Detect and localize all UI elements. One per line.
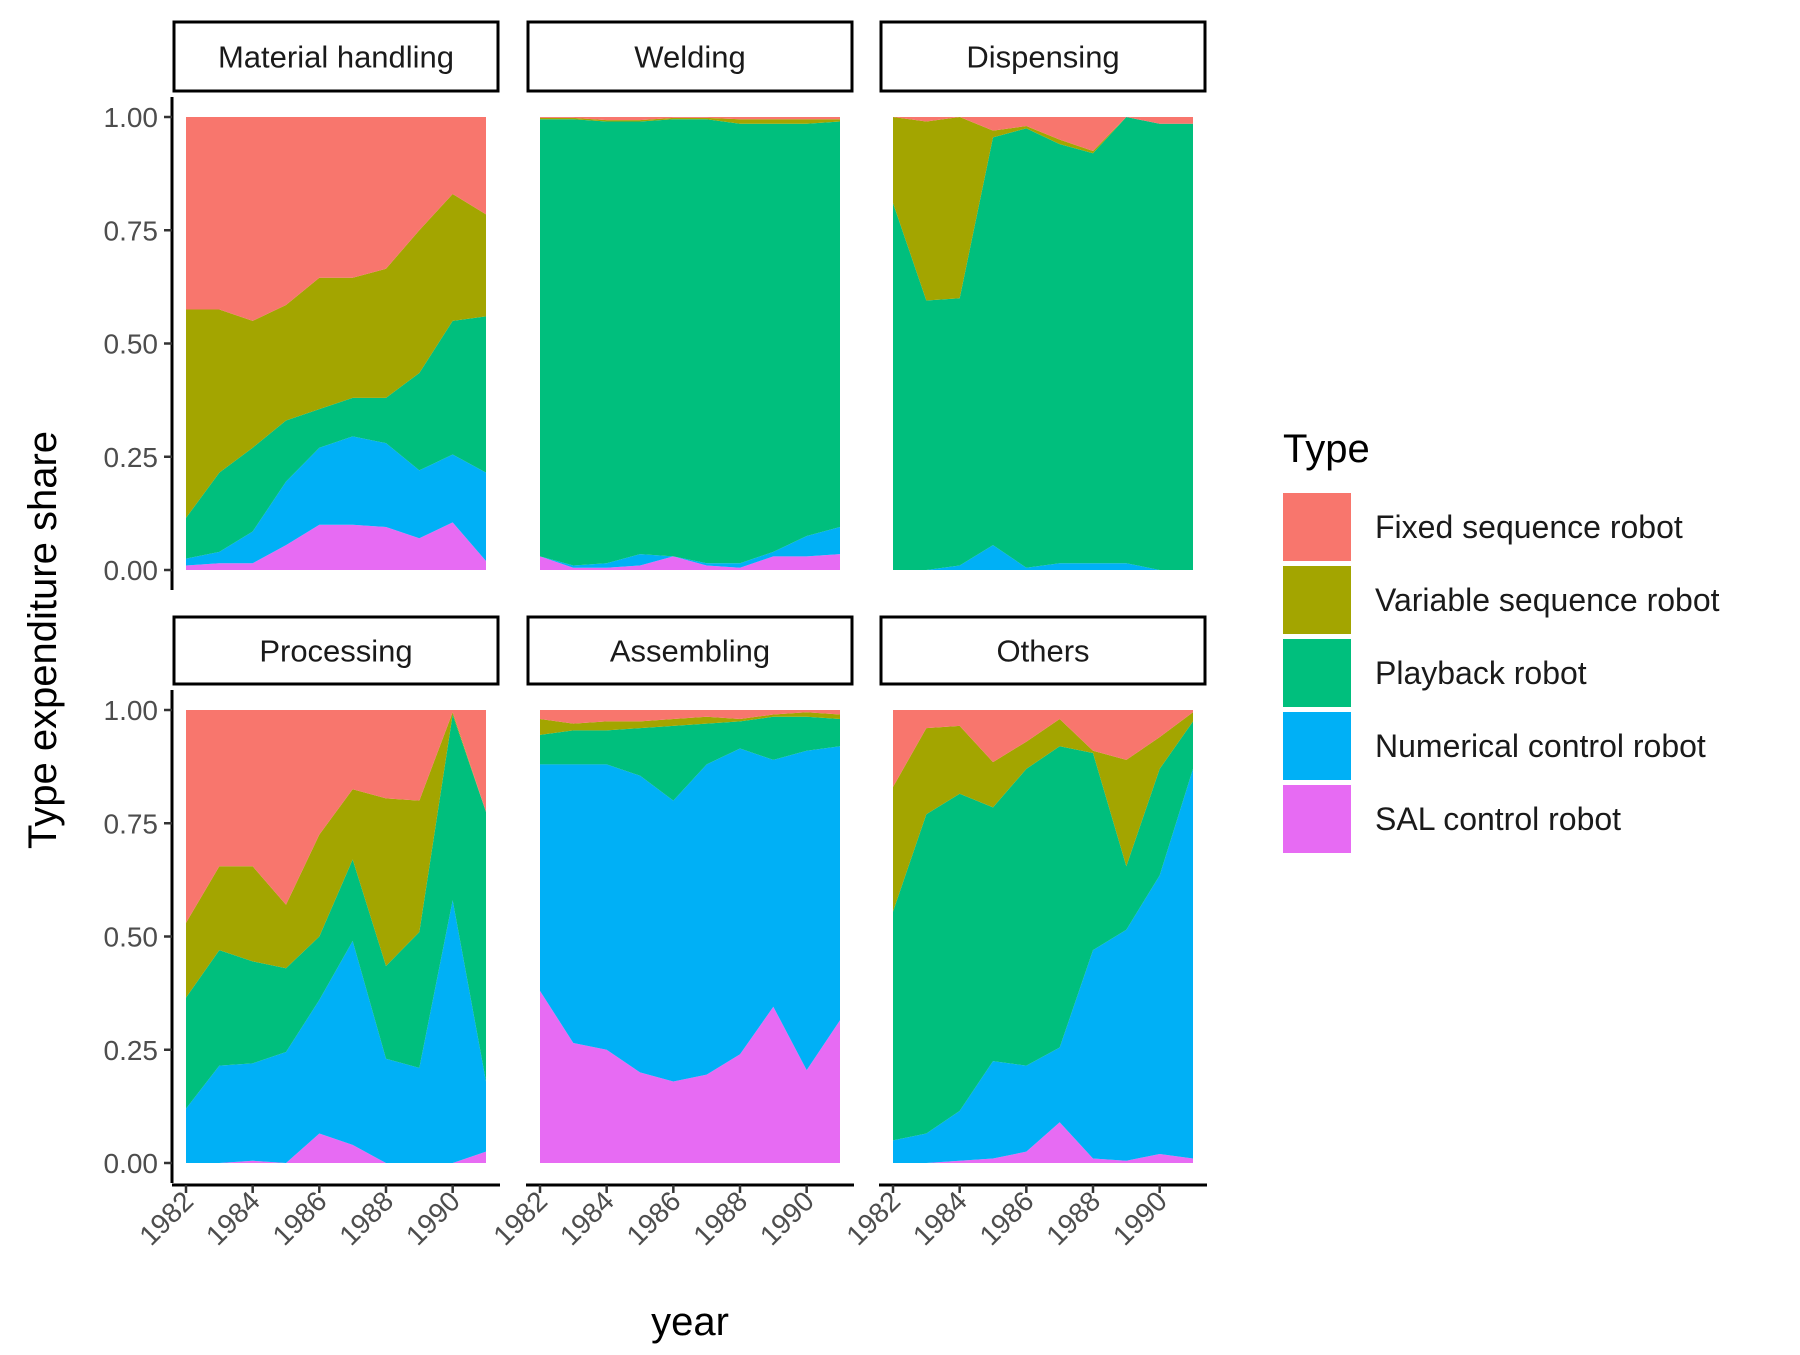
area-material-handling-numerical-control-robot [186, 436, 486, 566]
area-processing-fixed-sequence-robot [186, 710, 486, 923]
area-assembling-fixed-sequence-robot [540, 710, 840, 724]
y-tick-label: 1.00 [104, 695, 159, 726]
area-assembling-playback-robot [540, 716, 840, 801]
legend-label-playback-robot: Playback robot [1375, 655, 1587, 691]
area-welding-playback-robot [540, 119, 840, 566]
area-others-fixed-sequence-robot [893, 710, 1193, 788]
strip-dispensing [879, 20, 1207, 93]
x-tick-label: 1982 [133, 1185, 199, 1251]
x-tick-label: 1984 [554, 1185, 620, 1251]
y-tick-label: 0.00 [104, 555, 159, 586]
x-axis-title: year [651, 1300, 729, 1344]
y-tick-label: 0.75 [104, 215, 159, 246]
x-tick-label: 1988 [687, 1185, 753, 1251]
area-dispensing-numerical-control-robot [893, 545, 1193, 570]
x-tick-label: 1990 [400, 1185, 466, 1251]
area-processing-playback-robot [186, 714, 486, 1109]
strip-label-assembling: Assembling [610, 634, 770, 669]
x-tick-label: 1990 [754, 1185, 820, 1251]
legend-label-variable-sequence-robot: Variable sequence robot [1375, 582, 1720, 618]
area-others-variable-sequence-robot [893, 712, 1193, 912]
y-tick-label: 0.50 [104, 329, 159, 360]
legend-label-sal-control-robot: SAL control robot [1375, 801, 1621, 837]
area-material-handling-fixed-sequence-robot [186, 117, 486, 321]
x-tick-label: 1982 [840, 1185, 906, 1251]
x-tick-label: 1988 [1040, 1185, 1106, 1251]
x-tick-label: 1982 [487, 1185, 553, 1251]
y-tick-label: 0.25 [104, 1035, 159, 1066]
strip-label-dispensing: Dispensing [966, 40, 1119, 75]
strip-others [879, 615, 1207, 686]
x-tick-label: 1986 [974, 1185, 1040, 1251]
x-tick-label: 1984 [200, 1185, 266, 1251]
strip-label-welding: Welding [634, 40, 745, 75]
y-axis-title: Type expenditure share [21, 431, 65, 849]
area-processing-numerical-control-robot [186, 900, 486, 1163]
legend-key-fixed-sequence-robot [1283, 493, 1351, 561]
strip-material-handling [172, 20, 500, 93]
legend-key-sal-control-robot [1283, 785, 1351, 853]
area-others-sal-control-robot [893, 1122, 1193, 1163]
y-tick-label: 1.00 [104, 102, 159, 133]
legend-label-numerical-control-robot: Numerical control robot [1375, 728, 1706, 764]
strip-assembling [526, 615, 854, 686]
x-tick-label: 1988 [333, 1185, 399, 1251]
y-tick-label: 0.00 [104, 1148, 159, 1179]
area-material-handling-variable-sequence-robot [186, 194, 486, 518]
x-tick-label: 1984 [907, 1185, 973, 1251]
area-others-numerical-control-robot [893, 768, 1193, 1163]
area-processing-sal-control-robot [186, 1133, 486, 1163]
strip-label-processing: Processing [259, 634, 412, 669]
y-tick-label: 0.50 [104, 922, 159, 953]
strip-label-material-handling: Material handling [218, 40, 454, 75]
strip-welding [526, 20, 854, 93]
area-welding-numerical-control-robot [540, 526, 840, 568]
legend-key-playback-robot [1283, 639, 1351, 707]
area-material-handling-playback-robot [186, 316, 486, 559]
y-tick-label: 0.75 [104, 808, 159, 839]
legend-title: Type [1283, 427, 1370, 471]
area-welding-sal-control-robot [540, 554, 840, 570]
legend-key-numerical-control-robot [1283, 712, 1351, 780]
x-tick-label: 1986 [621, 1185, 687, 1251]
y-tick-label: 0.25 [104, 442, 159, 473]
area-others-playback-robot [893, 721, 1193, 1141]
area-assembling-numerical-control-robot [540, 746, 840, 1082]
area-dispensing-fixed-sequence-robot [893, 117, 1193, 151]
area-welding-variable-sequence-robot [540, 117, 840, 124]
legend-key-variable-sequence-robot [1283, 566, 1351, 634]
area-assembling-sal-control-robot [540, 990, 840, 1163]
area-processing-variable-sequence-robot [186, 712, 486, 998]
legend-label-fixed-sequence-robot: Fixed sequence robot [1375, 509, 1683, 545]
area-dispensing-playback-robot [893, 117, 1193, 570]
x-tick-label: 1990 [1107, 1185, 1173, 1251]
strip-processing [172, 615, 500, 686]
x-tick-label: 1986 [267, 1185, 333, 1251]
area-material-handling-sal-control-robot [186, 522, 486, 570]
area-dispensing-variable-sequence-robot [893, 117, 1193, 301]
strip-label-others: Others [996, 634, 1089, 669]
area-welding-fixed-sequence-robot [540, 117, 840, 121]
area-assembling-variable-sequence-robot [540, 712, 840, 735]
